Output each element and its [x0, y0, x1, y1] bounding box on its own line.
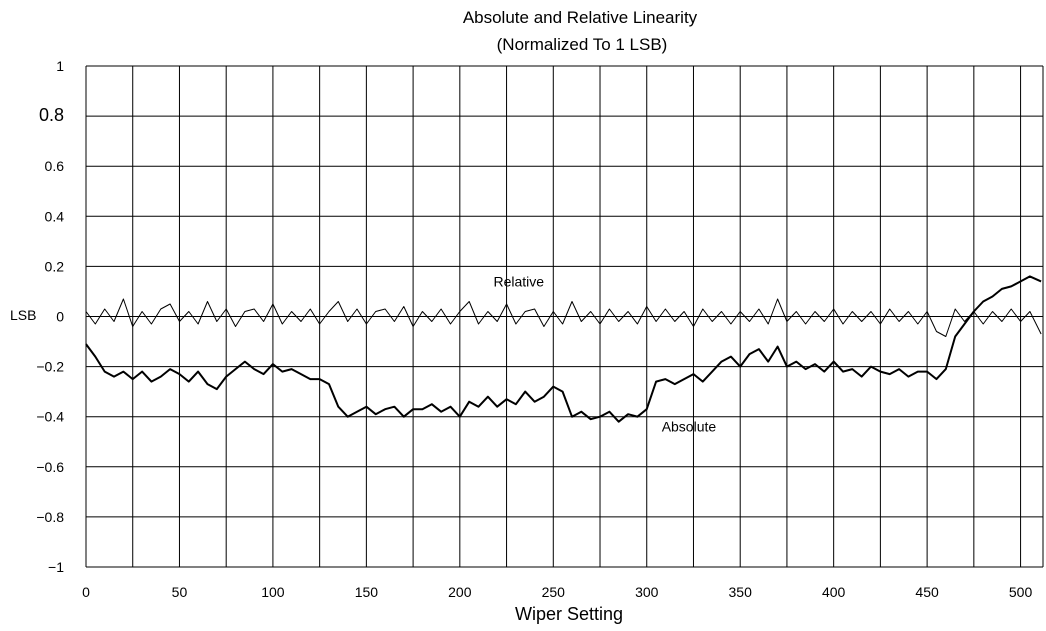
- y-tick-label: 0.4: [45, 208, 65, 224]
- series-relative-line: [86, 299, 1041, 337]
- x-tick-label: 200: [448, 584, 472, 600]
- annotation-absolute: Absolute: [662, 419, 717, 435]
- x-tick-label: 0: [82, 584, 90, 600]
- series-group: [86, 276, 1041, 421]
- y-tick-label: 0.2: [45, 258, 65, 274]
- x-tick-label: 300: [635, 584, 659, 600]
- annotations: Relative Absolute: [493, 273, 716, 434]
- y-tick-label: −0.8: [36, 509, 64, 525]
- y-tick-label: −0.6: [36, 459, 64, 475]
- y-tick-label: −0.4: [36, 409, 64, 425]
- x-tick-label: 400: [822, 584, 846, 600]
- x-tick-label: 150: [355, 584, 379, 600]
- x-tick-label: 100: [261, 584, 285, 600]
- y-tick-label: −0.2: [36, 359, 64, 375]
- x-tick-label: 500: [1009, 584, 1033, 600]
- tick-labels: −1 −0.8 −0.6 −0.4 −0.2 0 0.2 0.4 0.6 0.8 1 0 50 100 15…: [36, 58, 1032, 600]
- y-tick-label: −1: [48, 559, 64, 575]
- x-tick-label: 450: [915, 584, 939, 600]
- y-axis-label: LSB: [10, 307, 36, 323]
- chart-title: Absolute and Relative Linearity: [463, 8, 698, 27]
- series-absolute-line: [86, 276, 1041, 421]
- y-tick-label: 0: [56, 309, 64, 325]
- chart-subtitle: (Normalized To 1 LSB): [497, 35, 668, 54]
- grid: [86, 66, 1043, 567]
- x-axis-label: Wiper Setting: [515, 604, 623, 624]
- y-tick-label: 1: [56, 58, 64, 74]
- x-tick-label: 250: [542, 584, 566, 600]
- annotation-relative: Relative: [493, 273, 544, 289]
- y-tick-label: 0.8: [39, 105, 64, 125]
- y-tick-label: 0.6: [45, 158, 65, 174]
- x-tick-label: 350: [729, 584, 753, 600]
- x-tick-label: 50: [172, 584, 188, 600]
